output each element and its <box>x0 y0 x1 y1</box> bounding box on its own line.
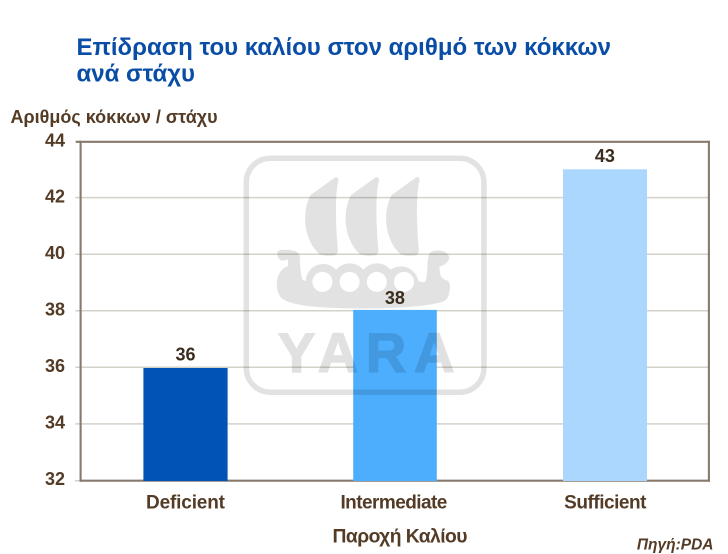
svg-text:42: 42 <box>45 186 65 206</box>
svg-text:43: 43 <box>595 146 615 166</box>
svg-text:38: 38 <box>45 299 65 319</box>
svg-text:44: 44 <box>45 131 65 151</box>
svg-text:40: 40 <box>45 243 65 263</box>
svg-text:32: 32 <box>45 469 65 489</box>
svg-text:Επίδραση του καλίου στον αριθμ: Επίδραση του καλίου στον αριθμό των κόκκ… <box>77 34 612 61</box>
svg-text:YARA: YARA <box>278 321 462 384</box>
svg-text:38: 38 <box>385 288 405 308</box>
svg-text:Πηγή:PDA: Πηγή:PDA <box>637 537 714 554</box>
svg-text:Αριθμός κόκκων / στάχυ: Αριθμός κόκκων / στάχυ <box>11 107 218 127</box>
svg-text:Παροχή Καλίου: Παροχή Καλίου <box>333 526 468 547</box>
svg-text:Intermediate: Intermediate <box>340 492 447 513</box>
svg-text:Sufficient: Sufficient <box>564 492 647 513</box>
svg-text:Deficient: Deficient <box>146 492 226 513</box>
svg-text:ανά στάχυ: ανά στάχυ <box>77 60 196 87</box>
svg-text:36: 36 <box>45 356 65 376</box>
svg-text:36: 36 <box>175 345 195 365</box>
svg-text:34: 34 <box>45 413 65 433</box>
